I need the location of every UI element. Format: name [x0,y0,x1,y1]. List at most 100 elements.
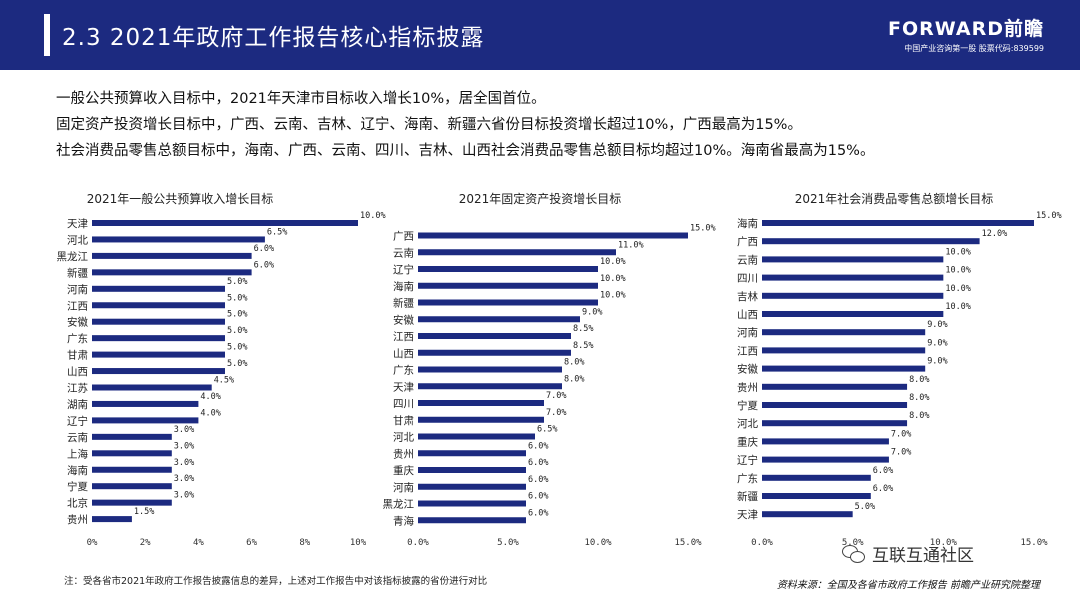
data-label: 11.0% [618,240,644,250]
footnote: 注：受各省市2021年政府工作报告披露信息的差异，上述对工作报告中对该指标披露的… [64,576,488,587]
data-label: 5.0% [227,293,247,303]
data-label: 15.0% [690,224,716,234]
bar [92,252,252,259]
data-label: 12.0% [982,229,1008,239]
data-label: 9.0% [927,320,947,330]
category-label: 黑龙江 [57,250,89,263]
data-label: 10.0% [945,284,971,294]
data-label: 7.0% [546,408,566,418]
bar [418,483,526,490]
bar [762,274,944,281]
bar [92,351,225,358]
category-label: 河南 [67,283,88,296]
data-label: 5.0% [227,359,247,369]
bar [418,299,598,306]
category-label: 山西 [737,309,758,321]
data-label: 6.5% [537,425,557,435]
data-label: 8.0% [564,358,584,368]
category-label: 山西 [67,366,88,378]
category-label: 海南 [737,217,758,230]
bar [92,400,199,407]
category-label: 云南 [393,246,414,259]
bar [418,383,562,390]
tick-label: 15.0% [1020,538,1048,548]
summary-text: 一般公共预算收入目标中，2021年天津市目标收入增长10%，居全国首位。 固定资… [56,86,1056,164]
data-label: 10.0% [945,302,971,312]
data-label: 10.0% [600,291,626,301]
category-label: 吉林 [737,290,758,303]
data-label: 10.0% [360,211,386,221]
tick-label: 10.0% [930,538,958,548]
bar [418,467,526,473]
data-label: 8.5% [573,341,593,351]
bar [92,466,172,473]
bar [762,438,889,445]
data-label: 6.5% [267,227,287,237]
data-label: 6.0% [528,441,548,451]
category-label: 天津 [67,218,88,230]
tick-label: 0.0% [751,538,773,548]
category-label: 广西 [737,236,758,248]
chart-budget-revenue: 2021年一般公共预算收入增长目标 天津 10.0% 河北 6.5% 黑龙江 6.0% 新疆 6… [50,183,386,553]
category-label: 山西 [393,348,414,360]
category-label: 新疆 [737,490,758,503]
data-label: 15.0% [1036,211,1062,221]
data-label: 10.0% [945,266,971,276]
category-label: 安徽 [393,313,414,326]
bar [418,282,598,289]
category-label: 辽宁 [737,454,758,467]
category-label: 广东 [737,472,758,485]
category-label: 云南 [67,431,88,444]
category-label: 新疆 [67,266,88,279]
tick-label: 5.0% [842,538,864,548]
category-label: 甘肃 [67,349,88,362]
brand: FORWARD前瞻 中国产业咨询第一股 股票代码:839599 [888,14,1044,54]
category-label: 江苏 [67,382,88,395]
title-accent-mark [44,14,50,56]
category-label: 贵州 [67,513,88,526]
tick-label: 8% [299,538,310,548]
data-label: 6.0% [528,492,548,502]
data-label: 7.0% [891,448,911,458]
bar [92,269,252,276]
summary-line-revenue: 一般公共预算收入目标中，2021年天津市目标收入增长10%，居全国首位。 [56,91,546,107]
bar [762,383,908,390]
data-label: 6.0% [873,484,893,494]
bar [92,318,225,325]
category-label: 云南 [737,253,758,266]
category-label: 黑龙江 [383,498,415,511]
category-label: 河北 [737,418,758,430]
bar [762,474,871,481]
data-label: 3.0% [174,458,194,468]
data-label: 1.5% [134,507,154,517]
category-label: 天津 [737,509,758,521]
data-label: 6.0% [254,260,274,270]
tick-label: 10.0% [584,538,612,548]
chart-title: 2021年社会消费品零售总额增长目标 [795,191,994,206]
category-label: 江西 [67,300,88,312]
bar [92,285,225,292]
data-label: 7.0% [546,391,566,401]
category-label: 安徽 [737,363,758,376]
data-label: 8.0% [909,411,929,421]
bar [92,384,212,391]
data-label: 10.0% [945,247,971,257]
tick-label: 0% [87,538,98,548]
data-label: 6.0% [528,475,548,485]
bar [762,311,944,317]
bar [92,450,172,457]
tick-label: 5.0% [497,538,519,548]
chart-fixed-investment: 2021年固定资产投资增长目标 广西 15.0% 云南 11.0% 辽宁 10.0% 海南 10… [372,183,716,553]
bar [762,347,926,354]
bar [92,516,132,523]
chart-title: 2021年固定资产投资增长目标 [459,191,622,206]
bar [418,416,544,423]
source-note: 资料来源：全国及各省市政府工作报告 前瞻产业研究院整理 [776,580,1040,591]
category-label: 重庆 [393,464,414,477]
category-label: 江西 [737,345,758,357]
bar [762,292,944,299]
bar [92,433,172,440]
bar [418,433,535,440]
